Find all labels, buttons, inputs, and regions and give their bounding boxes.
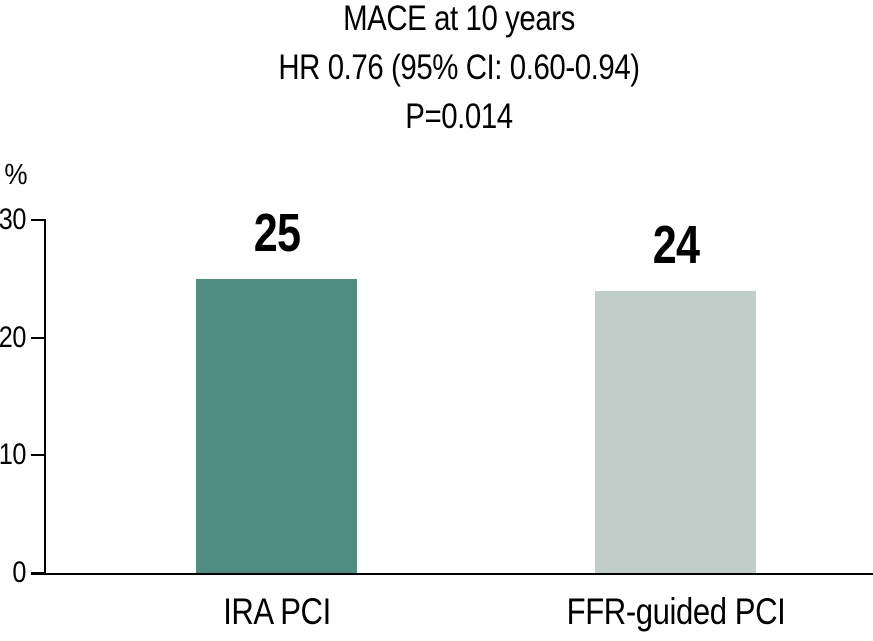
y-tick-label: 0 bbox=[12, 556, 26, 589]
bar-ffr-guided-pci bbox=[595, 291, 756, 573]
x-axis-line bbox=[31, 573, 873, 575]
y-tick-mark bbox=[31, 454, 45, 456]
y-tick-mark bbox=[31, 572, 45, 574]
y-tick-label: 30 bbox=[0, 203, 27, 236]
y-tick-mark bbox=[31, 337, 45, 339]
chart-title: MACE at 10 years HR 0.76 (95% CI: 0.60-0… bbox=[111, 0, 807, 141]
y-tick-label: 10 bbox=[0, 438, 27, 471]
y-tick-mark bbox=[31, 219, 45, 221]
y-axis-unit-label: % bbox=[4, 159, 28, 191]
y-tick-label: 20 bbox=[0, 321, 27, 354]
category-label-ira-pci: IRA PCI bbox=[223, 591, 331, 632]
chart-subtitle-pvalue: P=0.014 bbox=[405, 97, 513, 136]
bar-value-label-ffr-guided-pci: 24 bbox=[652, 215, 700, 275]
chart-subtitle-hr: HR 0.76 (95% CI: 0.60-0.94) bbox=[278, 48, 640, 87]
category-label-ffr-guided-pci: FFR-guided PCI bbox=[566, 591, 786, 632]
y-axis-line bbox=[44, 219, 46, 575]
chart-title-line: MACE at 10 years bbox=[343, 0, 575, 38]
bar-value-label-ira-pci: 25 bbox=[253, 203, 301, 263]
bar-ira-pci bbox=[196, 279, 357, 573]
